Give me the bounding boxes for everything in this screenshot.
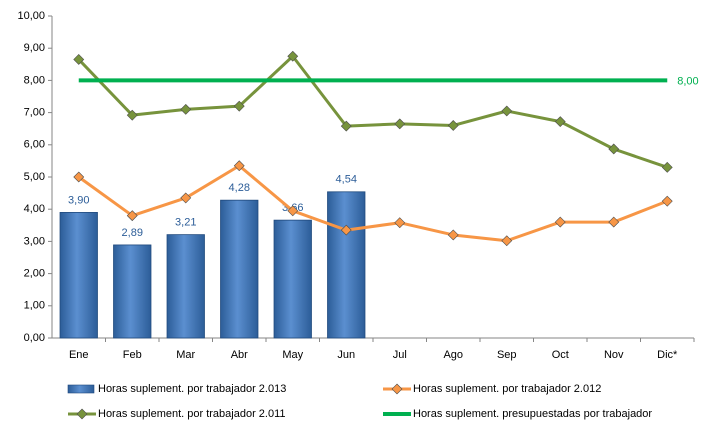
legend-label: Horas suplement. por trabajador 2.011	[98, 408, 286, 420]
y-tick-label: 9,00	[24, 42, 45, 54]
marker	[340, 120, 352, 132]
data-label: 3,90	[68, 194, 89, 206]
bar	[113, 244, 152, 339]
x-tick-label: Mar	[176, 349, 195, 361]
data-label: 2,89	[122, 227, 143, 239]
data-label: 4,28	[229, 182, 250, 194]
marker	[233, 160, 245, 172]
marker	[608, 143, 620, 155]
x-tick-label: Feb	[123, 349, 142, 361]
data-label: 3,21	[175, 217, 196, 229]
marker	[447, 229, 459, 241]
x-tick-label: Sep	[497, 349, 517, 361]
x-tick-label: Jul	[393, 349, 407, 361]
legend-label: Horas suplement. por trabajador 2.012	[413, 383, 601, 395]
legend-label: Horas suplement. presupuestadas por trab…	[413, 408, 652, 420]
data-label: 4,54	[336, 174, 357, 186]
bar	[220, 199, 259, 339]
line	[77, 54, 668, 169]
marker	[501, 105, 513, 117]
y-tick-label: 5,00	[24, 171, 45, 183]
data-label: 8,00	[677, 75, 698, 87]
marker	[180, 103, 192, 115]
x-tick-label: Dic*	[657, 349, 678, 361]
y-tick-label: 3,00	[24, 235, 45, 247]
marker	[554, 116, 566, 128]
marker	[447, 120, 459, 131]
x-tick-label: May	[282, 349, 303, 361]
marker	[180, 192, 192, 204]
marker	[394, 217, 406, 229]
bar	[327, 191, 366, 339]
line	[77, 164, 668, 243]
x-tick-label: Jun	[337, 349, 355, 361]
x-tick-label: Oct	[552, 349, 569, 361]
marker	[126, 109, 138, 121]
marker	[501, 235, 513, 247]
marker	[287, 205, 299, 217]
y-tick-label: 6,00	[24, 139, 45, 151]
legend-marker	[391, 383, 403, 395]
marker	[394, 118, 406, 130]
marker	[661, 195, 673, 207]
bar	[166, 234, 205, 339]
marker	[661, 161, 673, 173]
y-tick-label: 7,00	[24, 107, 45, 119]
x-tick-label: Abr	[231, 349, 248, 361]
y-tick-label: 2,00	[24, 268, 45, 280]
marker	[233, 100, 245, 112]
legend-marker	[76, 408, 88, 420]
marker	[73, 54, 85, 65]
marker	[73, 171, 85, 183]
legend-label: Horas suplement. por trabajador 2.013	[98, 383, 286, 395]
marker	[340, 224, 352, 236]
y-tick-label: 4,00	[24, 203, 45, 215]
y-tick-label: 8,00	[24, 74, 45, 86]
marker	[126, 210, 138, 222]
y-tick-label: 0,00	[24, 332, 45, 344]
legend-swatch	[67, 384, 95, 394]
marker	[287, 50, 299, 62]
x-tick-label: Ene	[69, 349, 89, 361]
bar	[59, 212, 98, 339]
y-tick-label: 10,00	[17, 10, 45, 22]
bar	[273, 219, 312, 339]
marker	[554, 216, 566, 228]
x-tick-label: Nov	[604, 349, 624, 361]
y-tick-label: 1,00	[24, 300, 45, 312]
marker	[608, 216, 620, 228]
x-tick-label: Ago	[443, 349, 463, 361]
